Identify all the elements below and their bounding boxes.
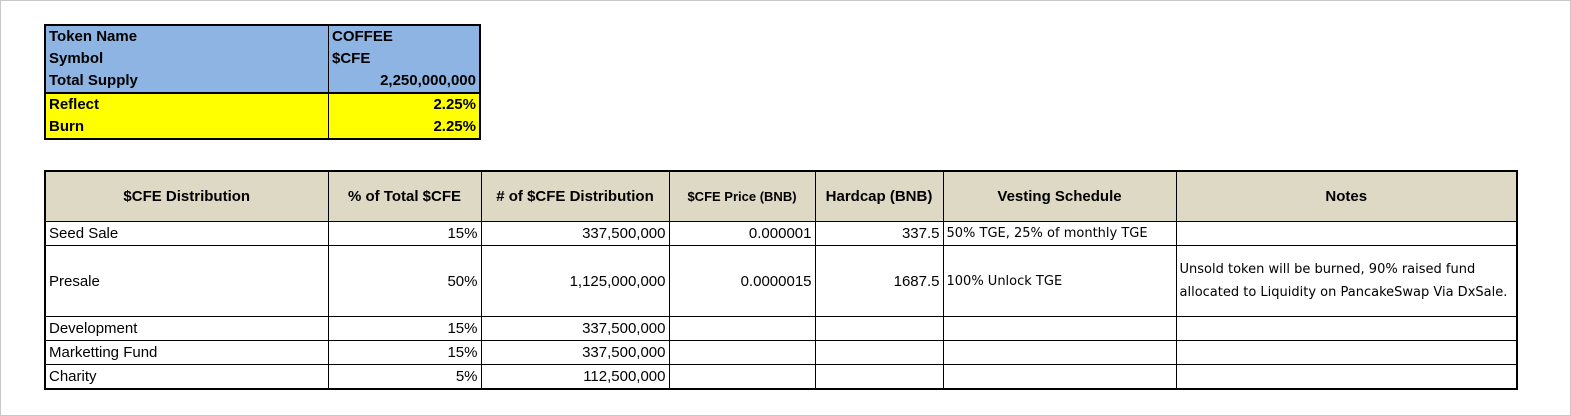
- cell-price: [668, 364, 816, 390]
- token-info-label: Symbol: [45, 48, 329, 70]
- cell-percent: 50%: [327, 245, 482, 317]
- distribution-row: Marketting Fund 15% 337,500,000: [44, 340, 1518, 365]
- token-info-value: $CFE: [328, 48, 480, 70]
- cell-notes: Unsold token will be burned, 90% raised …: [1175, 245, 1518, 317]
- token-info-row: Burn 2.25%: [45, 116, 480, 139]
- header-distribution: $CFE Distribution: [44, 170, 329, 222]
- token-info-label: Token Name: [45, 25, 329, 48]
- token-info-value: 2.25%: [328, 116, 480, 139]
- cell-price: [668, 340, 816, 365]
- distribution-table: $CFE Distribution % of Total $CFE # of $…: [44, 170, 1518, 390]
- header-price: $CFE Price (BNB): [668, 170, 816, 222]
- token-info-value: 2.25%: [328, 92, 480, 116]
- cell-distribution: Presale: [44, 245, 329, 317]
- header-vesting: Vesting Schedule: [942, 170, 1177, 222]
- token-info-row: Total Supply 2,250,000,000: [45, 70, 480, 93]
- cell-vesting: 50% TGE, 25% of monthly TGE: [942, 221, 1177, 246]
- cell-percent: 15%: [327, 221, 482, 246]
- cell-percent: 15%: [327, 340, 482, 365]
- token-info-value: 2,250,000,000: [328, 70, 480, 93]
- distribution-row: Development 15% 337,500,000: [44, 316, 1518, 341]
- cell-amount: 337,500,000: [480, 221, 670, 246]
- cell-amount: 337,500,000: [480, 316, 670, 341]
- cell-hardcap: 337.5: [814, 221, 944, 246]
- header-amount: # of $CFE Distribution: [480, 170, 670, 222]
- cell-hardcap: 1687.5: [814, 245, 944, 317]
- cell-distribution: Charity: [44, 364, 329, 390]
- cell-notes: [1175, 340, 1518, 365]
- token-info-label: Reflect: [45, 92, 329, 116]
- cell-vesting: [942, 340, 1177, 365]
- cell-percent: 5%: [327, 364, 482, 390]
- token-info-row: Reflect 2.25%: [45, 92, 480, 116]
- token-info-value: COFFEE: [328, 25, 480, 48]
- cell-vesting: 100% Unlock TGE: [942, 245, 1177, 317]
- distribution-row: Charity 5% 112,500,000: [44, 364, 1518, 390]
- distribution-header-row: $CFE Distribution % of Total $CFE # of $…: [44, 170, 1518, 222]
- token-info-row: Symbol $CFE: [45, 48, 480, 70]
- header-hardcap: Hardcap (BNB): [814, 170, 944, 222]
- cell-amount: 1,125,000,000: [480, 245, 670, 317]
- cell-distribution: Seed Sale: [44, 221, 329, 246]
- cell-price: [668, 316, 816, 341]
- token-info-row: Token Name COFFEE: [45, 25, 480, 48]
- cell-notes: [1175, 364, 1518, 390]
- token-info-label: Burn: [45, 116, 329, 139]
- cell-notes: [1175, 316, 1518, 341]
- distribution-row: Seed Sale 15% 337,500,000 0.000001 337.5 50% …: [44, 221, 1518, 246]
- cell-amount: 337,500,000: [480, 340, 670, 365]
- header-percent: % of Total $CFE: [327, 170, 482, 222]
- cell-vesting: [942, 316, 1177, 341]
- token-info-table: Token Name COFFEE Symbol $CFE Total Supply 2,…: [44, 24, 481, 140]
- cell-vesting: [942, 364, 1177, 390]
- cell-amount: 112,500,000: [480, 364, 670, 390]
- cell-distribution: Marketting Fund: [44, 340, 329, 365]
- cell-hardcap: [814, 316, 944, 341]
- cell-price: 0.000001: [668, 221, 816, 246]
- cell-percent: 15%: [327, 316, 482, 341]
- cell-price: 0.0000015: [668, 245, 816, 317]
- cell-notes: [1175, 221, 1518, 246]
- token-info-label: Total Supply: [45, 70, 329, 93]
- distribution-row: Presale 50% 1,125,000,000 0.0000015 1687.5 10…: [44, 245, 1518, 317]
- cell-hardcap: [814, 340, 944, 365]
- header-notes: Notes: [1175, 170, 1518, 222]
- cell-distribution: Development: [44, 316, 329, 341]
- cell-hardcap: [814, 364, 944, 390]
